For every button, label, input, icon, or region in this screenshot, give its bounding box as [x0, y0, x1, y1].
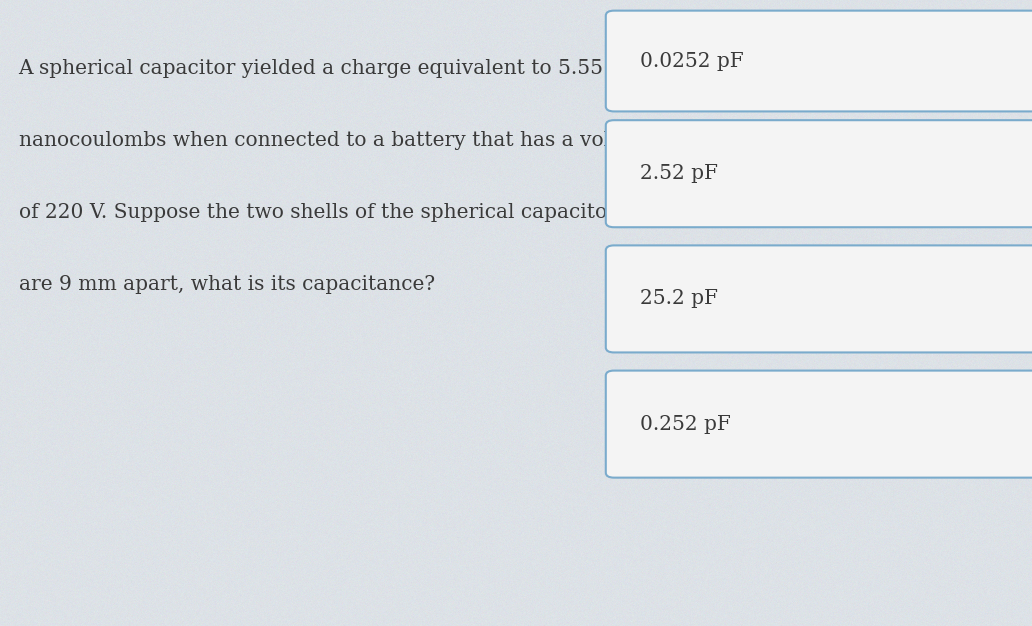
FancyBboxPatch shape — [606, 11, 1032, 111]
FancyBboxPatch shape — [606, 120, 1032, 227]
FancyBboxPatch shape — [606, 371, 1032, 478]
Text: of 220 V. Suppose the two shells of the spherical capacitor: of 220 V. Suppose the two shells of the … — [19, 203, 616, 222]
Text: A spherical capacitor yielded a charge equivalent to 5.55: A spherical capacitor yielded a charge e… — [19, 59, 604, 78]
Text: 0.252 pF: 0.252 pF — [640, 414, 731, 434]
Text: 25.2 pF: 25.2 pF — [640, 289, 718, 309]
Text: 2.52 pF: 2.52 pF — [640, 164, 718, 183]
Text: 0.0252 pF: 0.0252 pF — [640, 51, 744, 71]
FancyBboxPatch shape — [606, 245, 1032, 352]
Text: nanocoulombs when connected to a battery that has a voltage: nanocoulombs when connected to a battery… — [19, 131, 654, 150]
Text: are 9 mm apart, what is its capacitance?: are 9 mm apart, what is its capacitance? — [19, 275, 434, 294]
